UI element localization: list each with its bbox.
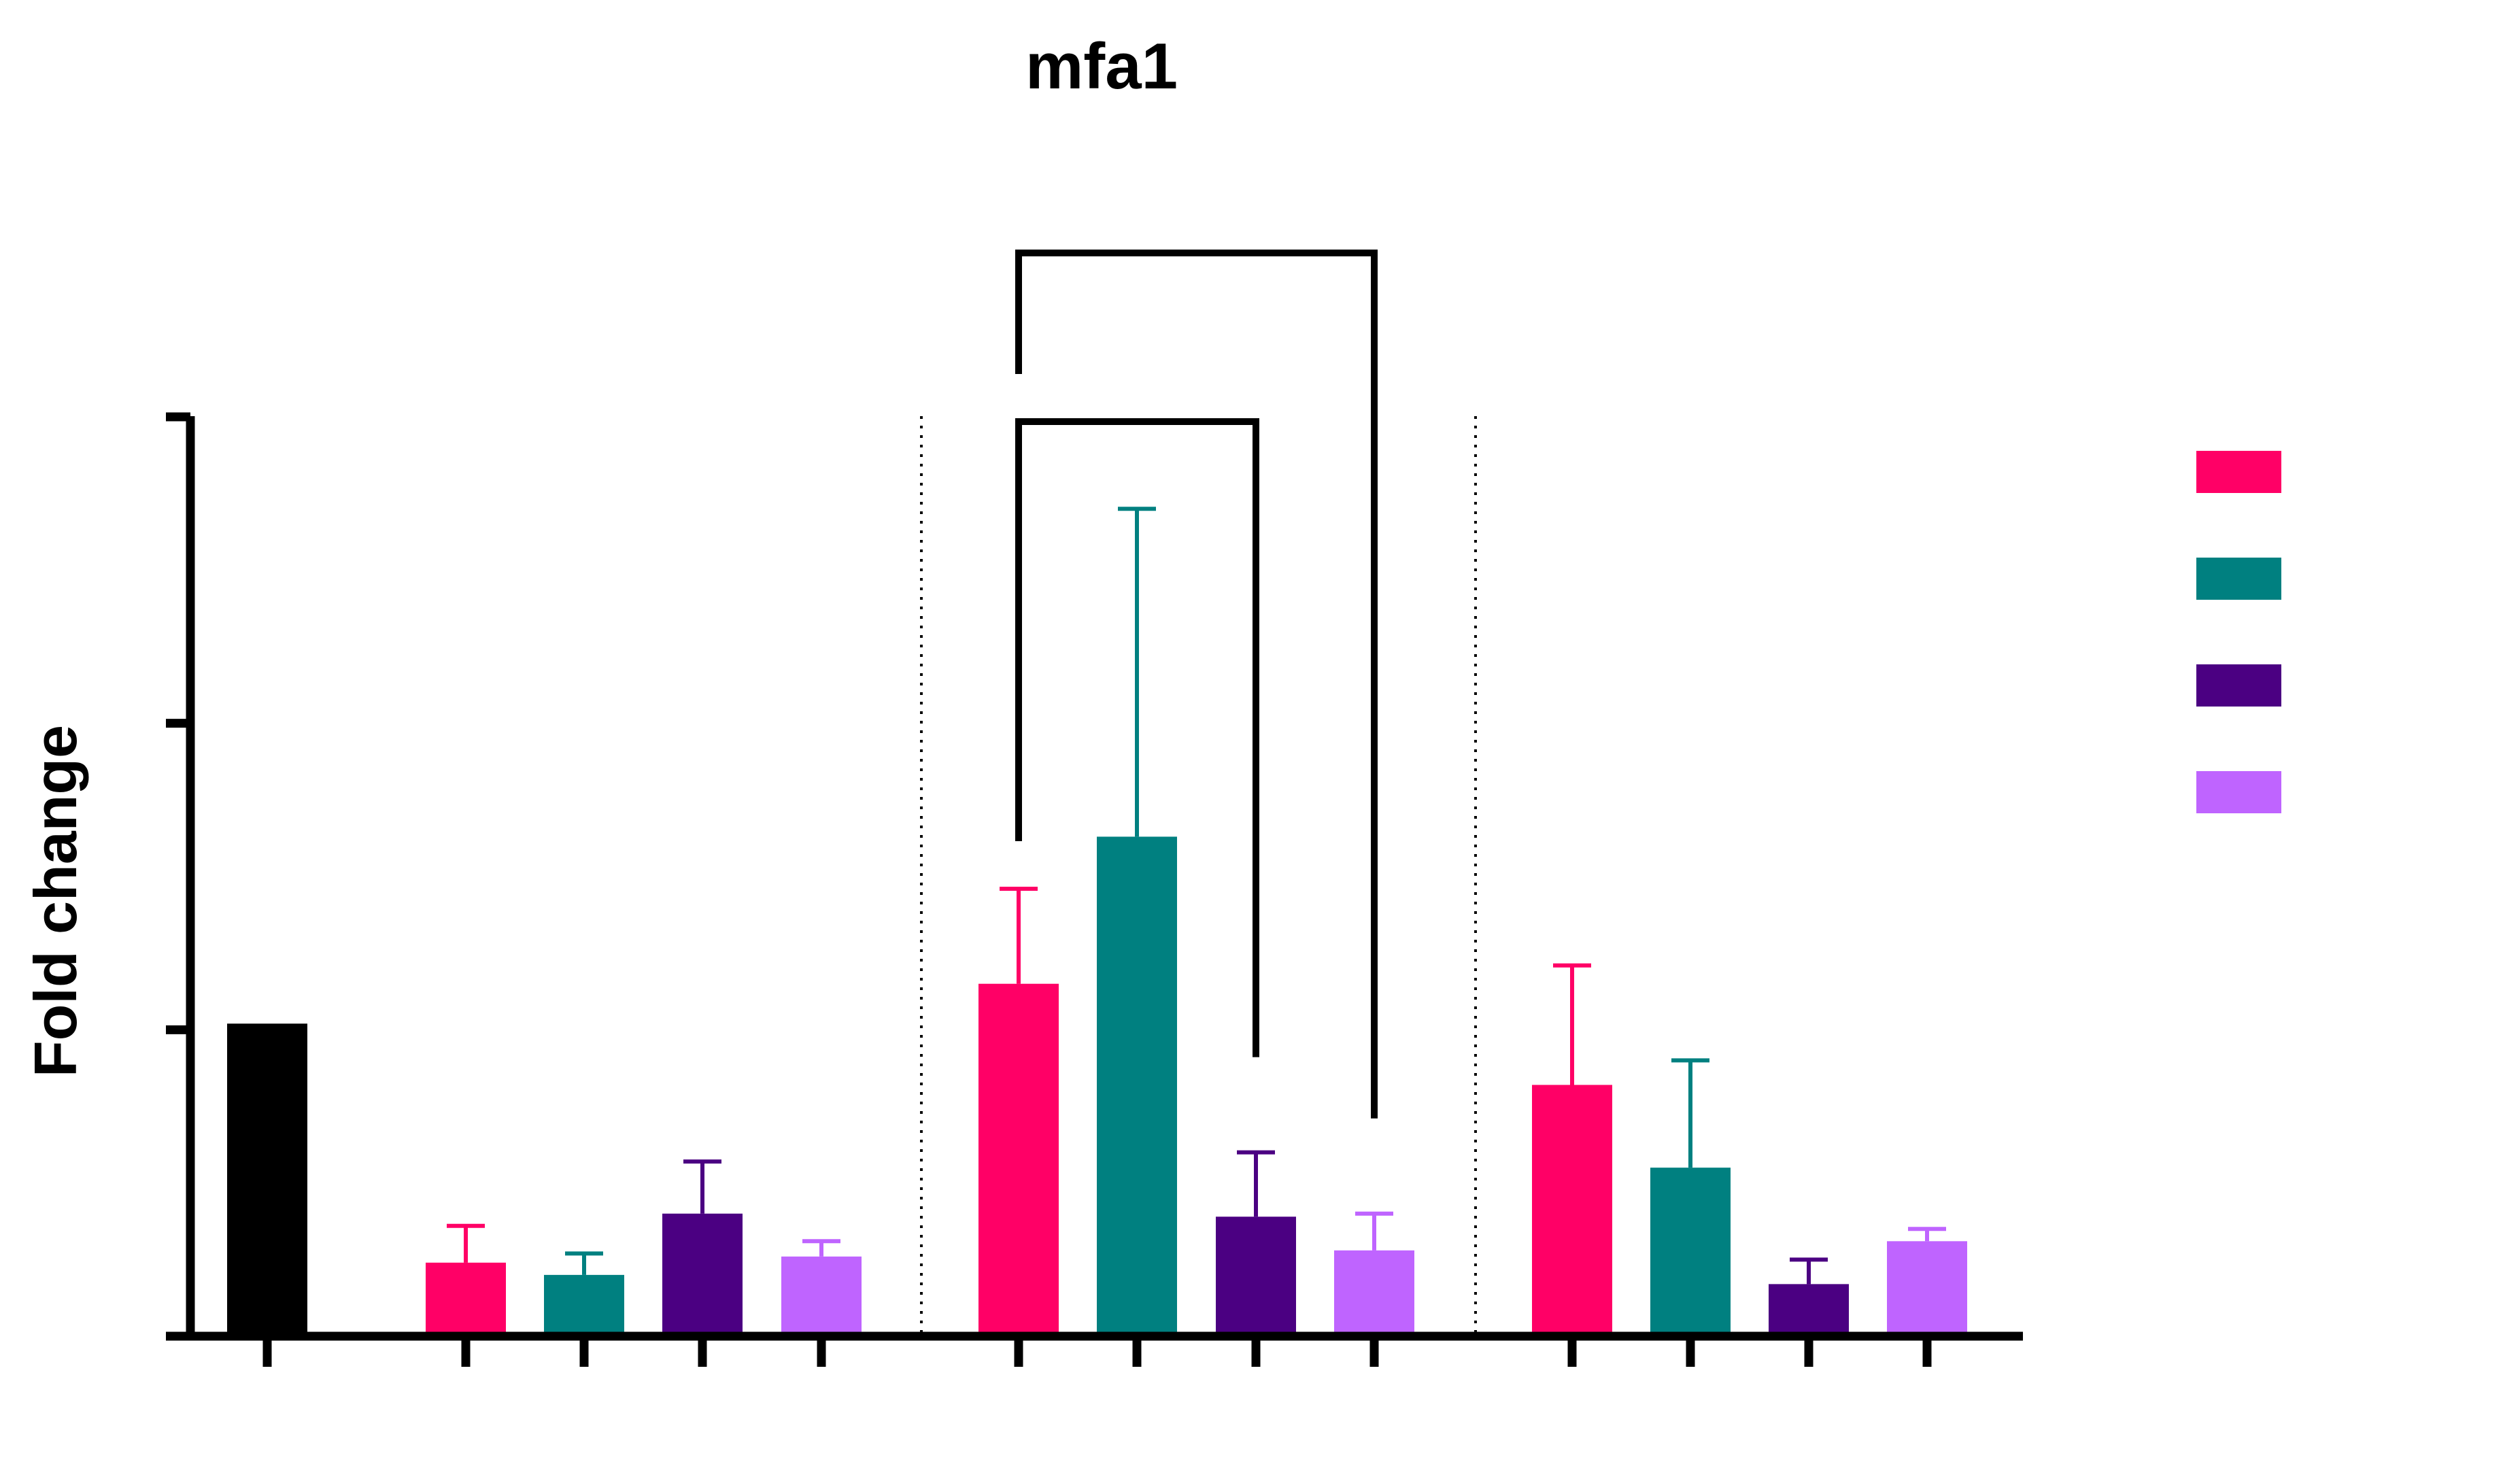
bar [781, 1256, 862, 1336]
y-axis-label: Fold change [22, 725, 89, 1077]
legend-swatch [2196, 664, 2281, 707]
bar [1334, 1250, 1414, 1336]
bar [544, 1274, 624, 1336]
chart-title: mfa1 [1025, 30, 1178, 103]
legend [2196, 451, 2281, 813]
bar [1097, 836, 1177, 1336]
bar [1532, 1085, 1612, 1336]
bar [1216, 1217, 1296, 1336]
significance-bracket [1015, 250, 1378, 1119]
significance-bracket [1015, 418, 1259, 1057]
bar [662, 1213, 743, 1336]
bar [426, 1262, 506, 1336]
legend-swatch [2196, 771, 2281, 813]
legend-swatch [2196, 451, 2281, 493]
bar [978, 983, 1059, 1336]
bar [1769, 1284, 1849, 1336]
bar [1650, 1168, 1731, 1336]
bar [227, 1023, 307, 1336]
legend-swatch [2196, 558, 2281, 600]
plot-area [166, 250, 2023, 1367]
bar [1887, 1241, 1967, 1336]
